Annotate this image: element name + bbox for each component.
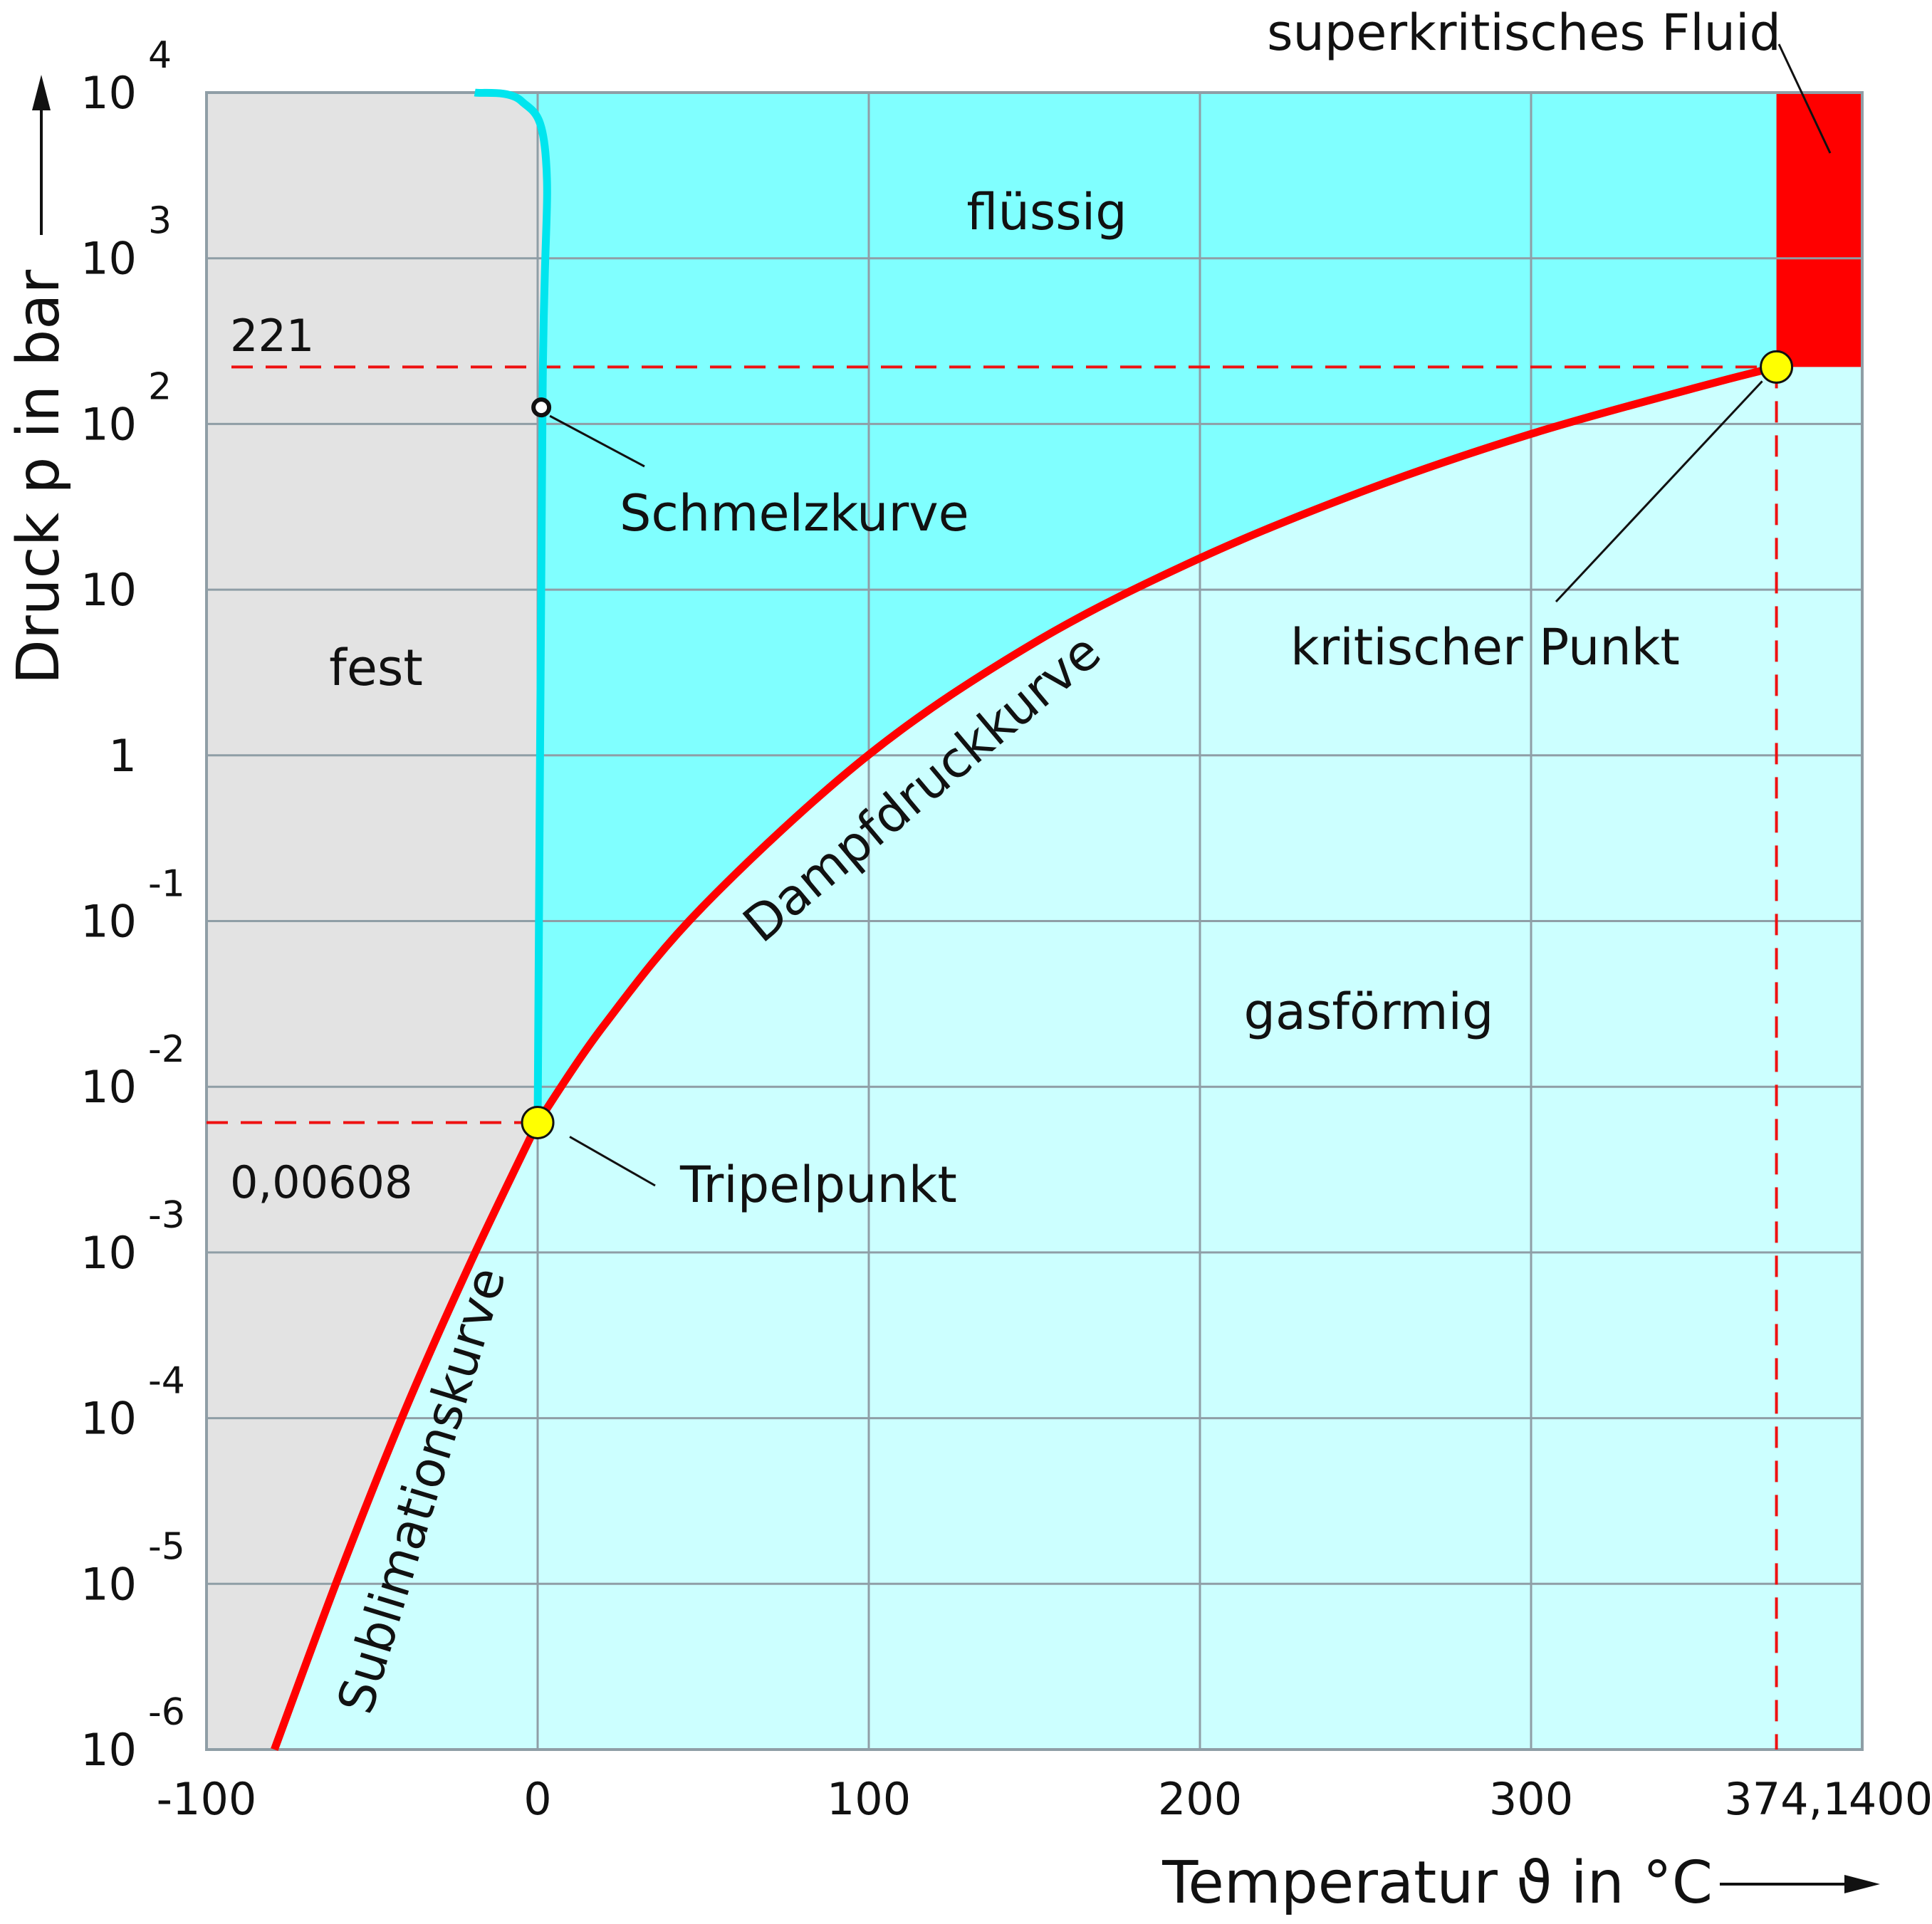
y-tick-exponent: 2 bbox=[148, 365, 172, 408]
y-tick-label: 10 bbox=[80, 1227, 137, 1279]
x-tick-label: 400 bbox=[1849, 1773, 1932, 1825]
y-tick-label: 10 bbox=[80, 896, 137, 948]
label-schmelzkurve: Schmelzkurve bbox=[620, 484, 969, 543]
y-axis-arrow bbox=[32, 75, 51, 235]
y-tick-label: 10 bbox=[80, 233, 137, 285]
dampfdruckkurve-line bbox=[534, 363, 1777, 1125]
marker-tripelpunkt bbox=[521, 1105, 555, 1139]
x-tick-label: -100 bbox=[157, 1773, 257, 1825]
label-gasfoermig: gasförmig bbox=[1244, 983, 1494, 1041]
schmelzkurve-line bbox=[474, 88, 551, 1123]
sublimationskurve-line bbox=[271, 1121, 541, 1751]
leader-superkritisches-fluid bbox=[1777, 43, 1832, 154]
y-axis-ticks: 10 4 10 3 10 2 10 1 10 -1 10 -2 10 -3 10 -4 10 -5 10 -6 bbox=[80, 34, 185, 1776]
label-kritischer-punkt: kritischer Punkt bbox=[1290, 618, 1680, 676]
x-tick-label: 200 bbox=[1158, 1773, 1242, 1825]
x-tick-label: 300 bbox=[1489, 1773, 1573, 1825]
annotation-leader-lines bbox=[549, 43, 1832, 1187]
y-tick-exponent: -5 bbox=[148, 1525, 185, 1568]
leader-schmelzkurve bbox=[549, 414, 645, 468]
label-tripelpunkt: Tripelpunkt bbox=[679, 1156, 957, 1214]
y-tick-label: 10 bbox=[80, 1061, 137, 1113]
y-tick-label: 10 bbox=[80, 1393, 137, 1445]
x-axis-title: Temperatur ϑ in °C bbox=[1161, 1849, 1713, 1917]
y-tick-label: 10 bbox=[80, 1724, 137, 1776]
label-fluessig: flüssig bbox=[966, 183, 1127, 241]
y-tick-exponent: -2 bbox=[148, 1028, 185, 1071]
y-axis-title: Druck p in bar bbox=[5, 270, 73, 685]
y-tick-exponent: -3 bbox=[148, 1194, 185, 1237]
x-axis-arrow bbox=[1720, 1875, 1880, 1893]
y-tick-exponent: -4 bbox=[148, 1360, 185, 1403]
value-critical-temperature: 374,1 bbox=[1724, 1773, 1851, 1825]
y-tick-exponent: -1 bbox=[148, 863, 185, 906]
marker-kritischer-punkt bbox=[1760, 350, 1794, 384]
y-tick-label: 10 bbox=[80, 398, 137, 450]
y-tick-label: 1 bbox=[109, 730, 137, 782]
x-tick-label: 100 bbox=[827, 1773, 911, 1825]
y-tick-label: 10 bbox=[80, 1558, 137, 1610]
region-fluessig bbox=[474, 93, 1777, 1123]
point-markers bbox=[521, 350, 1794, 1139]
x-tick-label: 0 bbox=[523, 1773, 551, 1825]
curves bbox=[271, 88, 1777, 1751]
label-fest: fest bbox=[329, 639, 423, 697]
y-tick-exponent: 4 bbox=[148, 34, 172, 77]
x-axis-ticks: -100 0 100 200 300 400 bbox=[157, 1773, 1932, 1825]
y-tick-exponent: -6 bbox=[148, 1691, 185, 1734]
y-tick-label: 10 bbox=[80, 67, 137, 119]
leader-tripelpunkt bbox=[569, 1136, 656, 1187]
y-tick-exponent: 3 bbox=[148, 200, 172, 243]
region-labels: fest flüssig gasförmig superkritisches F… bbox=[329, 4, 1781, 1041]
leader-kritischer-punkt bbox=[1555, 380, 1763, 603]
label-superkritisches-fluid: superkritisches Fluid bbox=[1267, 4, 1781, 62]
reference-dashed-lines bbox=[207, 365, 1778, 1750]
axis-titles: Temperatur ϑ in °C Druck p in bar bbox=[5, 75, 1880, 1917]
region-superkritisches-fluid bbox=[1776, 93, 1862, 367]
value-labels: 0,00608 221 374,1 bbox=[230, 310, 1851, 1825]
schmelzkurve-marker bbox=[531, 397, 552, 418]
y-tick-label: 10 bbox=[80, 564, 137, 616]
value-critical-pressure: 221 bbox=[230, 310, 314, 362]
plot-frame bbox=[205, 91, 1864, 1751]
value-tripel-pressure: 0,00608 bbox=[230, 1156, 412, 1208]
